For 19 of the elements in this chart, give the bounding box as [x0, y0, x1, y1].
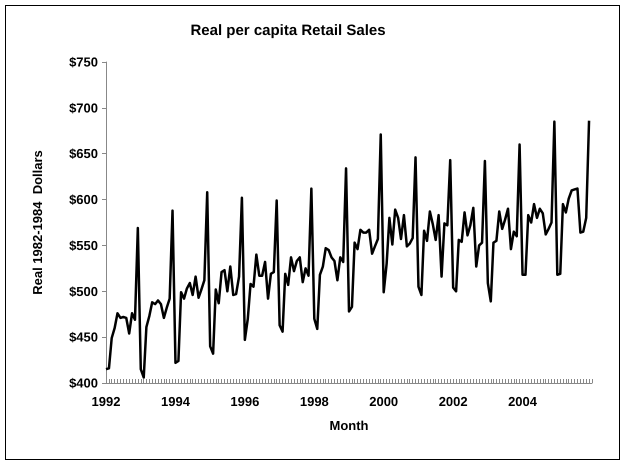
x-tick-label: 1998	[300, 394, 329, 409]
y-tick-label: $600	[69, 192, 98, 208]
line-series	[104, 119, 590, 379]
x-tick-label: 2002	[438, 394, 468, 409]
x-tick-label: 1992	[92, 394, 120, 409]
y-tick-label: $500	[69, 284, 98, 299]
y-tick-label: $750	[69, 54, 98, 70]
x-tick-label: 2000	[369, 394, 398, 409]
chart-title: Real per capita Retail Sales	[190, 22, 386, 39]
y-tick-label: $400	[69, 376, 98, 390]
x-tick-label: 1994	[161, 394, 191, 409]
y-axis-title: Real 1982-1984 Dollars	[30, 150, 45, 295]
x-tick-label: 2004	[508, 394, 538, 409]
y-tick-label: $650	[69, 146, 98, 162]
y-tick-label: $450	[69, 330, 98, 345]
y-tick-label: $700	[69, 100, 98, 116]
y-tick-label: $550	[69, 238, 98, 253]
x-axis-title: Month	[330, 418, 369, 433]
x-tick-label: 1996	[230, 394, 260, 409]
